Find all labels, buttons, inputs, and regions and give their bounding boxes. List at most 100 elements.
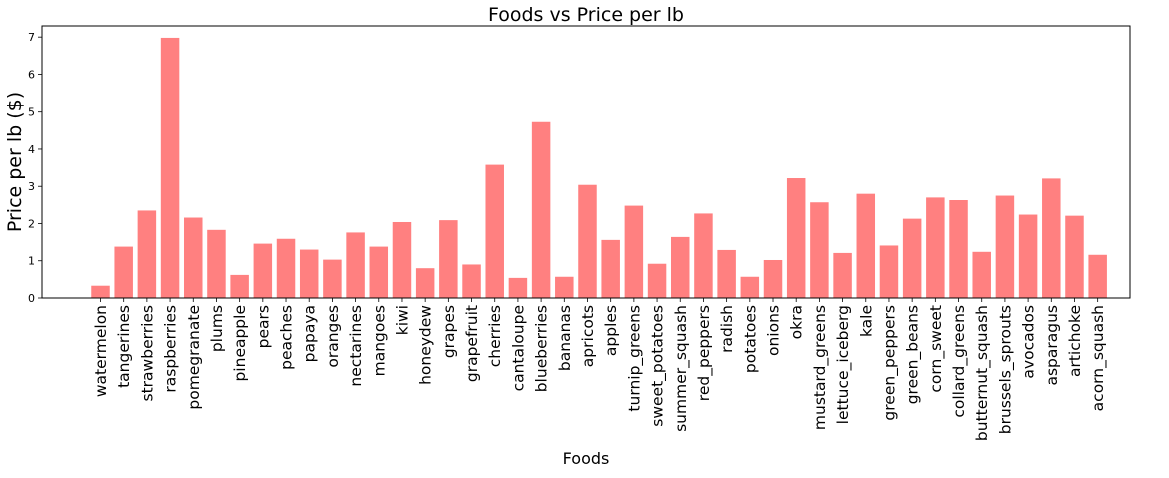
bar-asparagus [1042, 178, 1061, 298]
x-tick-label: mustard_greens [811, 305, 830, 430]
x-tick-label: lettuce_iceberg [834, 305, 853, 424]
x-tick-label: pears [254, 305, 272, 348]
x-axis: watermelon tangerines strawberries raspberr… [92, 298, 1108, 441]
bar-butternut-squash [972, 251, 991, 298]
bar-corn-sweet [926, 197, 945, 298]
bar-brussels-sprouts [995, 195, 1015, 298]
x-tick-label: red_peppers [695, 305, 714, 401]
bar-acorn-squash [1088, 254, 1107, 298]
x-tick-label: kale [857, 305, 875, 337]
x-tick-label: turnip_greens [625, 305, 644, 412]
x-tick-label: summer_squash [672, 305, 691, 432]
bar-grapefruit [462, 264, 481, 298]
bar-cantaloupe [508, 277, 528, 298]
bar-summer-squash [671, 236, 690, 298]
x-tick-label: asparagus [1043, 305, 1061, 386]
bar-mangoes [369, 246, 389, 298]
x-tick-label: onions [765, 305, 783, 356]
y-tick-label: 1 [28, 255, 35, 268]
bar-bananas [555, 276, 574, 298]
bar-tangerines [114, 246, 133, 298]
x-tick-label: papaya [301, 305, 319, 362]
y-tick-label: 5 [28, 106, 35, 119]
y-axis: 0 1 2 3 4 5 6 7 [28, 31, 42, 305]
bar-honeydew [415, 268, 435, 298]
bar-green-beans [902, 218, 922, 298]
x-tick-label: raspberries [162, 305, 180, 393]
x-tick-label: bananas [556, 305, 574, 371]
y-tick-label: 4 [28, 143, 35, 156]
bar-peaches [276, 238, 296, 298]
bar-onions [763, 259, 783, 298]
x-tick-label: butternut_squash [973, 305, 992, 441]
x-tick-label: strawberries [138, 305, 156, 401]
x-tick-label: brussels_sprouts [996, 305, 1015, 434]
bar-radish [717, 249, 736, 298]
y-axis-label: Price per lb ($) [4, 92, 26, 232]
x-tick-label: radish [718, 305, 736, 353]
bar-pineapple [230, 274, 249, 298]
x-tick-label: apples [602, 305, 620, 356]
x-tick-label: cantaloupe [509, 305, 527, 391]
bar-oranges [323, 259, 342, 298]
x-tick-label: grapes [440, 305, 458, 358]
bar-grapes [439, 220, 458, 298]
bar-cherries [485, 164, 504, 298]
bar-sweet-potatoes [647, 263, 667, 298]
x-tick-label: green_beans [904, 305, 923, 404]
x-tick-label: watermelon [92, 305, 110, 397]
bar-nectarines [346, 232, 365, 298]
bar-avocados [1018, 214, 1038, 298]
x-tick-label: blueberries [533, 305, 551, 392]
bar-kiwi [392, 221, 412, 298]
bar-potatoes [740, 276, 760, 298]
x-tick-label: green_peppers [880, 305, 899, 421]
bar-apricots [578, 184, 597, 298]
y-tick-label: 2 [28, 217, 35, 230]
bar-pears [253, 243, 273, 298]
x-tick-label: collard_greens [950, 305, 969, 418]
bar-blueberries [531, 121, 551, 298]
y-tick-label: 0 [28, 292, 35, 305]
x-tick-label: acorn_squash [1089, 305, 1108, 411]
bar-raspberries [160, 37, 180, 299]
bars-layer [91, 37, 1107, 299]
bar-papaya [299, 249, 319, 298]
chart-title: Foods vs Price per lb [488, 4, 684, 26]
x-tick-label: pomegranate [185, 305, 203, 410]
x-tick-label: nectarines [347, 305, 365, 387]
x-tick-label: corn_sweet [927, 305, 946, 393]
bar-pomegranate [184, 217, 203, 298]
x-tick-label: kiwi [393, 305, 411, 335]
bar-lettuce-iceberg [833, 252, 852, 298]
y-tick-label: 6 [28, 68, 35, 81]
x-tick-label: peaches [278, 305, 296, 370]
x-tick-label: cherries [486, 305, 504, 367]
x-tick-label: pineapple [231, 305, 249, 382]
x-tick-label: oranges [324, 305, 342, 368]
bar-kale [856, 193, 876, 298]
x-tick-label: okra [788, 305, 806, 339]
x-tick-label: sweet_potatoes [649, 305, 668, 427]
x-tick-label: mangoes [370, 305, 388, 376]
x-tick-label: plums [208, 305, 226, 352]
bar-artichoke [1065, 215, 1084, 298]
x-tick-label: artichoke [1066, 305, 1084, 377]
bar-apples [601, 239, 620, 298]
x-tick-label: grapefruit [463, 305, 481, 382]
bar-green-peppers [879, 245, 899, 298]
x-tick-label: honeydew [417, 305, 435, 385]
bar-okra [786, 178, 806, 298]
bar-plums [207, 229, 226, 298]
x-tick-label: potatoes [741, 305, 759, 373]
bar-watermelon [91, 285, 110, 298]
bar-strawberries [137, 210, 157, 298]
y-tick-label: 7 [28, 31, 35, 44]
x-tick-label: apricots [579, 305, 597, 367]
plot-frame [41, 25, 1131, 299]
bar-red-peppers [694, 213, 713, 298]
x-tick-label: avocados [1020, 305, 1038, 379]
x-tick-label: tangerines [115, 305, 133, 388]
